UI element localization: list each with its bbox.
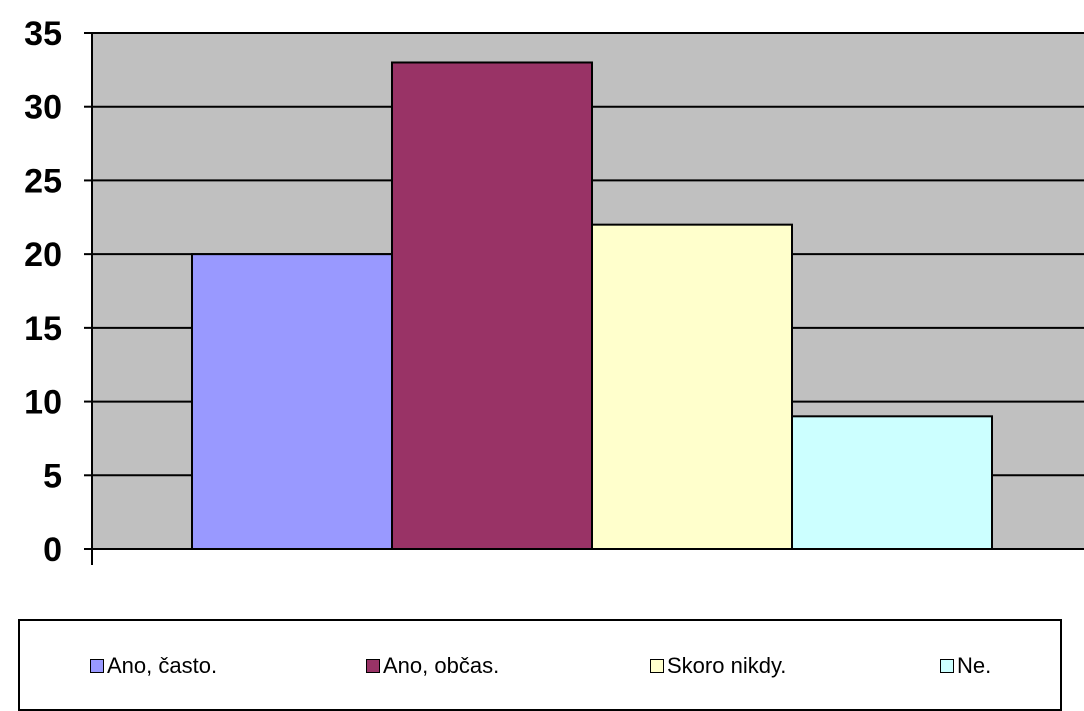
bar-4 [791, 415, 993, 551]
bar-chart: 0 5 10 15 20 25 30 35 [24, 15, 1084, 569]
legend-swatch-skoro-nikdy [650, 659, 664, 673]
legend-item-ne: Ne. [940, 653, 991, 679]
y-tick-label-20: 20 [24, 236, 62, 274]
bar-3 [591, 223, 793, 551]
y-tick-label-25: 25 [24, 162, 62, 200]
legend-swatch-ne [940, 659, 954, 673]
y-tick-label-0: 0 [43, 531, 62, 569]
y-tick-label-35: 35 [24, 15, 62, 53]
legend-label-skoro-nikdy: Skoro nikdy. [667, 653, 787, 678]
y-tick-label-10: 10 [24, 384, 62, 422]
y-tick-label-30: 30 [24, 89, 62, 127]
bar-2 [391, 61, 593, 550]
bar-1 [191, 253, 393, 550]
legend-item-ano-casto: Ano, často. [90, 653, 217, 679]
y-axis [84, 32, 1084, 565]
y-tick-label-15: 15 [24, 310, 62, 348]
legend-item-ano-obcas: Ano, občas. [366, 653, 499, 679]
legend-label-ano-casto: Ano, často. [107, 653, 218, 678]
legend-swatch-ano-obcas [366, 659, 380, 673]
legend-swatch-ano-casto [90, 659, 104, 673]
y-tick-label-5: 5 [43, 457, 62, 495]
legend-label-ano-obcas: Ano, občas. [383, 653, 500, 678]
legend-item-skoro-nikdy: Skoro nikdy. [650, 653, 786, 679]
legend: Ano, často. Ano, občas. Skoro nikdy. Ne. [18, 619, 1062, 711]
y-tick-labels: 0 5 10 15 20 25 30 35 [24, 15, 62, 569]
legend-label-ne: Ne. [957, 653, 992, 678]
